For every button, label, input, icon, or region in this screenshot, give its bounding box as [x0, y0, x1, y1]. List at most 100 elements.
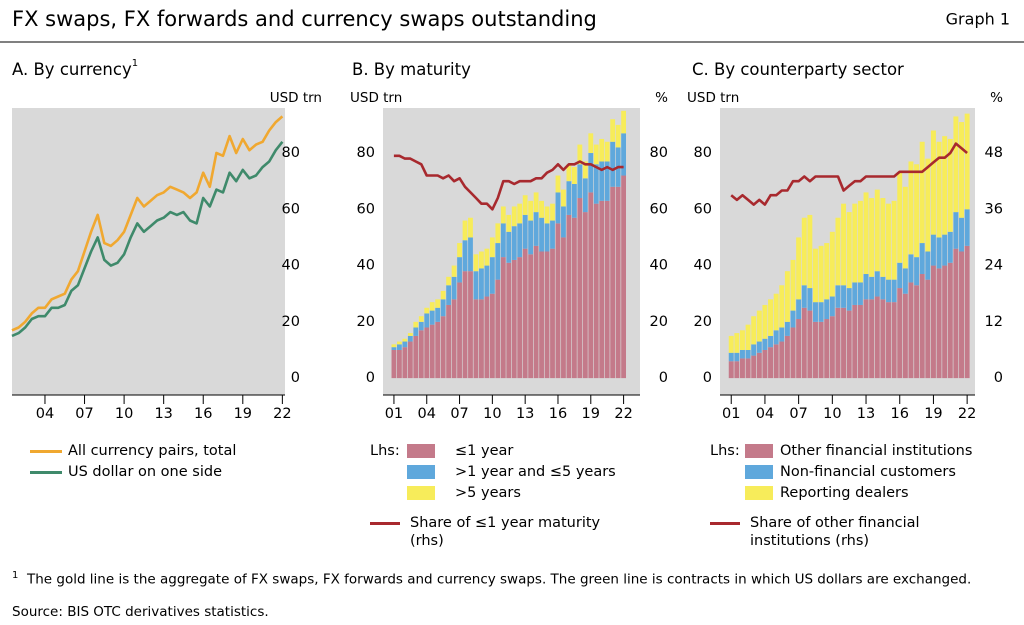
bar-segment [621, 133, 627, 176]
bar-segment [874, 189, 880, 272]
y2-tick-label: 0 [659, 370, 668, 386]
y2-tick-label: 36 [985, 201, 1003, 217]
series-line [393, 154, 624, 211]
bar-segment [402, 347, 408, 379]
y2-axis-label: % [655, 90, 668, 106]
bar-segment [897, 262, 903, 289]
bar-segment [522, 248, 528, 379]
bar-segment [751, 344, 757, 356]
y2-tick-label: 0 [994, 370, 1003, 386]
bar-segment [615, 124, 621, 148]
bar-segment [824, 319, 830, 379]
bar-segment [506, 214, 512, 232]
bar-segment [396, 349, 402, 379]
y-tick-label: 60 [282, 201, 300, 217]
bar-segment [745, 349, 751, 359]
series-line [11, 140, 284, 338]
x-tick-label: 19 [582, 406, 600, 422]
y-tick-label: 0 [703, 370, 712, 386]
y-tick-label: 60 [694, 201, 712, 217]
bar-segment [801, 217, 807, 286]
x-tick-label: 01 [385, 406, 403, 422]
y-tick-label: 40 [694, 258, 712, 274]
bar-segment [391, 349, 397, 379]
legend-swatch [407, 444, 435, 458]
source: Source: BIS OTC derivatives statistics. [12, 604, 269, 620]
bar-segment [784, 321, 790, 336]
bar-segment [902, 268, 908, 294]
bar-segment [768, 335, 774, 348]
x-tick-label: 16 [549, 406, 567, 422]
x-tick-label: 22 [958, 406, 976, 422]
bar-segment [402, 338, 408, 342]
bar-segment [886, 302, 891, 379]
bar-segment [407, 333, 413, 336]
bar-segment [751, 355, 757, 379]
bar-segment [517, 257, 523, 379]
bar-segment [391, 347, 397, 350]
bar-segment [796, 319, 802, 379]
y2-tick-label: 60 [650, 201, 668, 217]
x-tick-label: 19 [924, 406, 942, 422]
bar-segment [457, 282, 462, 379]
bar-segment [908, 161, 914, 255]
bar-segment [413, 335, 419, 379]
bar-segment [539, 251, 544, 379]
bar-segment [604, 161, 610, 201]
bar-segment [762, 349, 768, 379]
bar-segment [852, 304, 858, 379]
bar-segment [784, 335, 790, 379]
y-tick-label: 80 [694, 145, 712, 161]
bar-segment [396, 344, 402, 350]
bar-segment [571, 167, 577, 184]
bar-segment [790, 327, 796, 379]
bar-segment [462, 240, 468, 272]
bar-segment [779, 285, 785, 328]
footnote: 1 The gold line is the aggregate of FX s… [12, 570, 971, 588]
bar-segment [484, 265, 490, 297]
bar-segment [424, 313, 430, 328]
x-tick-label: 10 [115, 406, 133, 422]
bar-segment [779, 327, 785, 342]
bar-segment [435, 299, 441, 308]
legend-swatch [370, 522, 400, 525]
bar-segment [517, 223, 523, 258]
bar-segment [829, 231, 835, 297]
bar-segment [818, 321, 824, 379]
bar-segment [402, 341, 408, 348]
bar-segment [435, 307, 441, 322]
bar-segment [561, 237, 566, 379]
bar-segment [566, 164, 572, 182]
bar-segment [829, 296, 835, 317]
bar-segment [857, 304, 863, 379]
bar-segment [947, 262, 953, 379]
bar-segment [555, 192, 561, 224]
bar-segment [768, 347, 774, 379]
bar-segment [566, 214, 572, 379]
bar-segment [468, 237, 473, 272]
legend-label: Non-financial customers [780, 464, 956, 480]
panel-title-text: B. By maturity [352, 60, 471, 79]
bar-segment [964, 113, 970, 210]
bar-segment [506, 231, 512, 263]
bar-segment [429, 310, 435, 325]
bar-segment [571, 217, 577, 379]
bar-segment [914, 164, 920, 258]
bar-segment [396, 341, 402, 345]
y-tick-label: 80 [357, 145, 375, 161]
legend-label: Share of other financial institutions (r… [750, 515, 920, 549]
x-tick-label: 13 [154, 406, 172, 422]
bar-segment [544, 251, 550, 379]
bar-segment [914, 285, 920, 379]
x-tick-label: 07 [789, 406, 807, 422]
x-tick-label: 22 [614, 406, 632, 422]
bar-segment [914, 257, 920, 286]
bar-segment [473, 271, 479, 300]
bar-segment [807, 288, 813, 311]
bar-segment [801, 307, 807, 379]
bar-segment [566, 181, 572, 215]
bar-segment [446, 304, 452, 379]
bar-segment [457, 257, 462, 283]
bar-segment [593, 203, 599, 379]
bar-segment [942, 136, 948, 235]
